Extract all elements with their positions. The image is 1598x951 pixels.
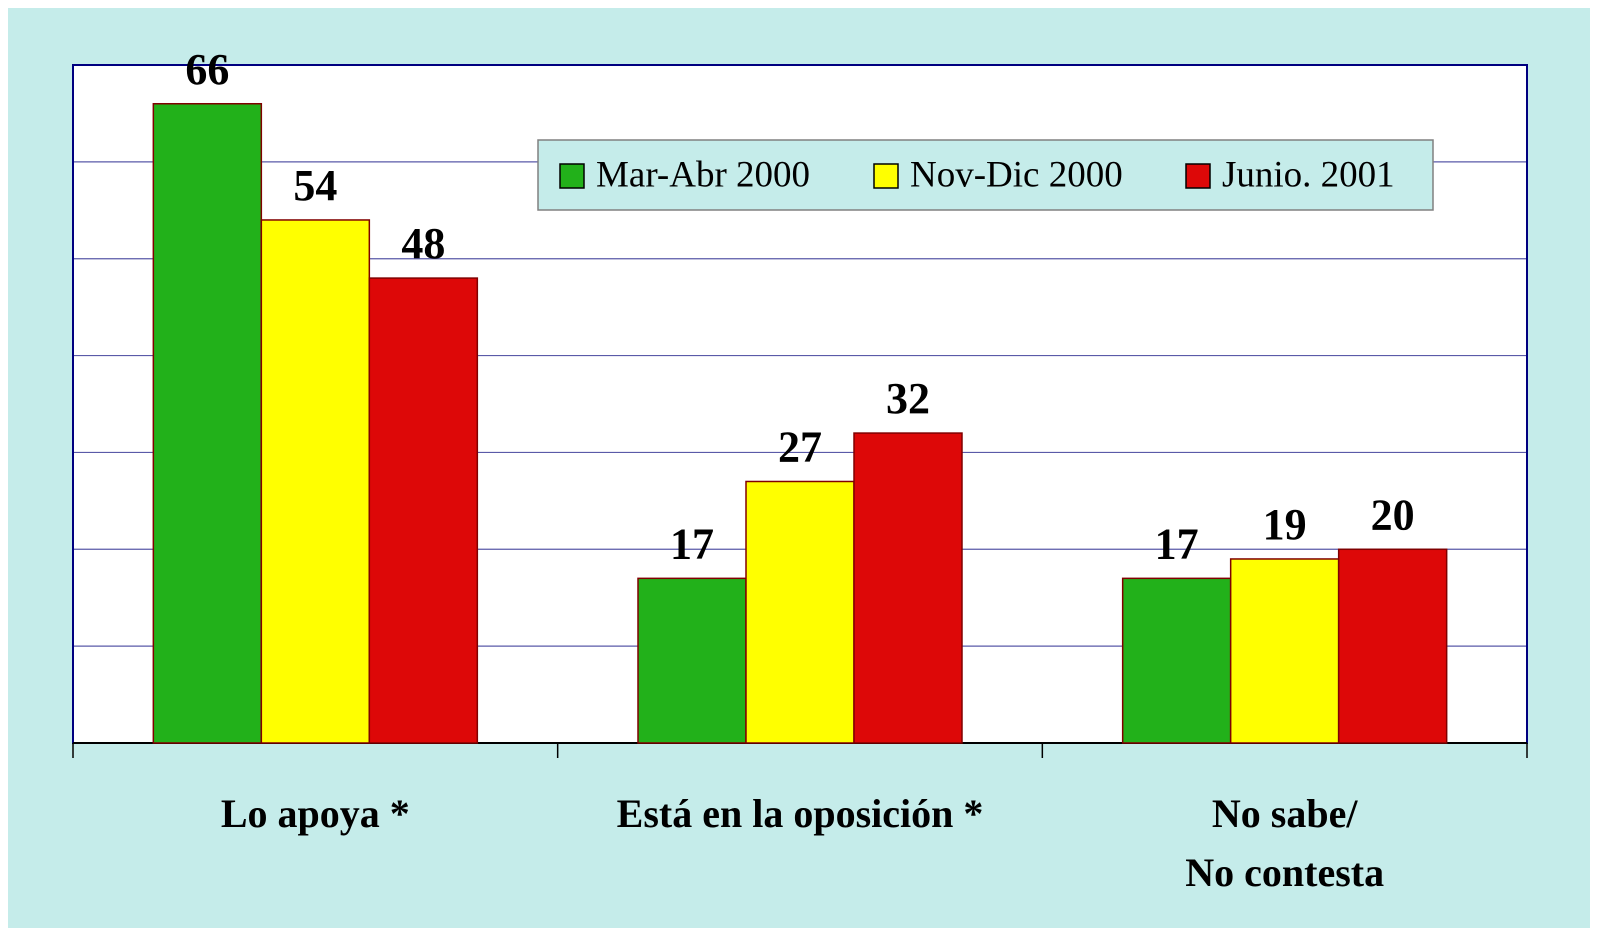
- legend-swatch: [873, 163, 899, 189]
- bar: [637, 577, 747, 744]
- legend-box: [537, 139, 1434, 211]
- bar: [1121, 577, 1232, 744]
- legend-label: Junio. 2001: [1222, 154, 1395, 195]
- value-label: 20: [1371, 490, 1415, 539]
- value-label: 17: [1155, 519, 1199, 568]
- value-label: 66: [185, 45, 229, 94]
- value-label: 54: [293, 161, 337, 210]
- x-tick-label: Está en la oposición *: [617, 791, 984, 836]
- legend-swatch: [1185, 163, 1211, 189]
- bar: [1337, 548, 1448, 744]
- bar: [853, 432, 963, 744]
- x-tick-label: No sabe/No contesta: [1185, 791, 1384, 895]
- bar: [1229, 558, 1340, 744]
- value-label: 32: [886, 374, 930, 423]
- bar: [152, 102, 263, 744]
- value-label: 17: [670, 519, 714, 568]
- value-label: 19: [1263, 500, 1307, 549]
- bar: [368, 277, 479, 744]
- bar: [260, 219, 371, 744]
- legend-label: Mar-Abr 2000: [596, 154, 810, 195]
- legend-swatch: [559, 163, 585, 189]
- value-label: 27: [778, 423, 822, 472]
- x-tick-label: Lo apoya *: [221, 791, 410, 836]
- legend-label: Nov-Dic 2000: [910, 154, 1123, 195]
- value-label: 48: [401, 219, 445, 268]
- bar: [745, 480, 855, 744]
